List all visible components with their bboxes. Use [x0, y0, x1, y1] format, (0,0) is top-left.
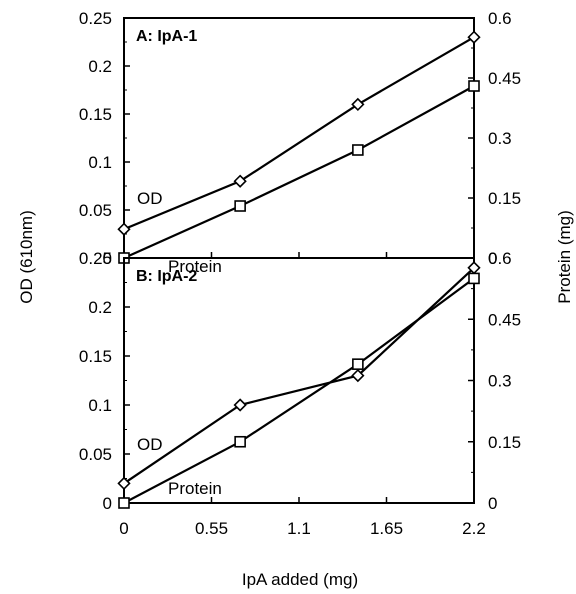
y-tick-label-left: 0.1: [88, 396, 112, 415]
protein-marker: [234, 435, 246, 448]
protein-marker: [118, 497, 130, 509]
y-tick-label-right: 0.45: [488, 310, 521, 329]
y-tick-label-left: 0.1: [88, 153, 112, 172]
series-label-protein: Protein: [168, 257, 222, 276]
y-tick-label-right: 0: [488, 249, 497, 268]
od-marker: [117, 222, 131, 236]
y-tick-label-right: 0.6: [488, 9, 512, 28]
y-tick-label-left: 0.15: [79, 105, 112, 124]
y-axis-title-right: Protein (mg): [555, 210, 574, 304]
x-tick-label: 2.2: [462, 519, 486, 538]
series-label-od: OD: [137, 189, 163, 208]
x-tick-label: 0.55: [195, 519, 228, 538]
plot-frame: [123, 17, 475, 259]
y-tick-label-right: 0.6: [488, 249, 512, 268]
protein-marker: [468, 272, 480, 285]
y-tick-label-right: 0.3: [488, 372, 512, 391]
od-marker: [117, 476, 131, 491]
y-tick-label-right: 0.45: [488, 69, 521, 88]
x-tick-label: 0: [119, 519, 128, 538]
y-tick-label-right: 0.15: [488, 433, 521, 452]
y-tick-label-left: 0.25: [79, 9, 112, 28]
protein-marker: [352, 144, 364, 156]
protein-marker: [234, 200, 246, 212]
y-tick-label-left: 0.2: [88, 298, 112, 317]
y-tick-label-right: 0.3: [488, 129, 512, 148]
od-marker: [351, 368, 365, 383]
od-marker: [351, 97, 365, 112]
y-tick-label-left: 0.05: [79, 445, 112, 464]
y-tick-label-left: 0: [103, 249, 112, 268]
protein-marker: [468, 80, 480, 92]
panel-title: B: IpA-2: [136, 268, 197, 285]
series-line-protein: [123, 277, 475, 504]
series-line-protein: [123, 85, 475, 260]
panel-title: A: IpA-1: [136, 28, 197, 45]
y-tick-label-left: 0.2: [88, 57, 112, 76]
series-label-od: OD: [137, 435, 163, 454]
series-label-protein: Protein: [168, 479, 222, 498]
y-tick-label-right: 0: [488, 494, 497, 513]
x-axis-title: IpA added (mg): [242, 570, 358, 589]
y-tick-label-left: 0.15: [79, 347, 112, 366]
series-line-od: [123, 36, 475, 231]
y-tick-label-left: 0.05: [79, 201, 112, 220]
y-tick-label-left: 0.25: [79, 249, 112, 268]
y-axis-title-left: OD (610nm): [17, 210, 36, 304]
od-marker: [233, 174, 247, 188]
x-tick-label: 1.1: [287, 519, 311, 538]
od-marker: [233, 398, 247, 412]
x-tick-label: 1.65: [370, 519, 403, 538]
plot-frame: [123, 257, 475, 504]
od-marker: [467, 30, 481, 44]
protein-marker: [352, 358, 364, 370]
series-line-od: [123, 266, 475, 485]
y-tick-label-left: 0: [103, 494, 112, 513]
y-tick-label-right: 0.15: [488, 189, 521, 208]
